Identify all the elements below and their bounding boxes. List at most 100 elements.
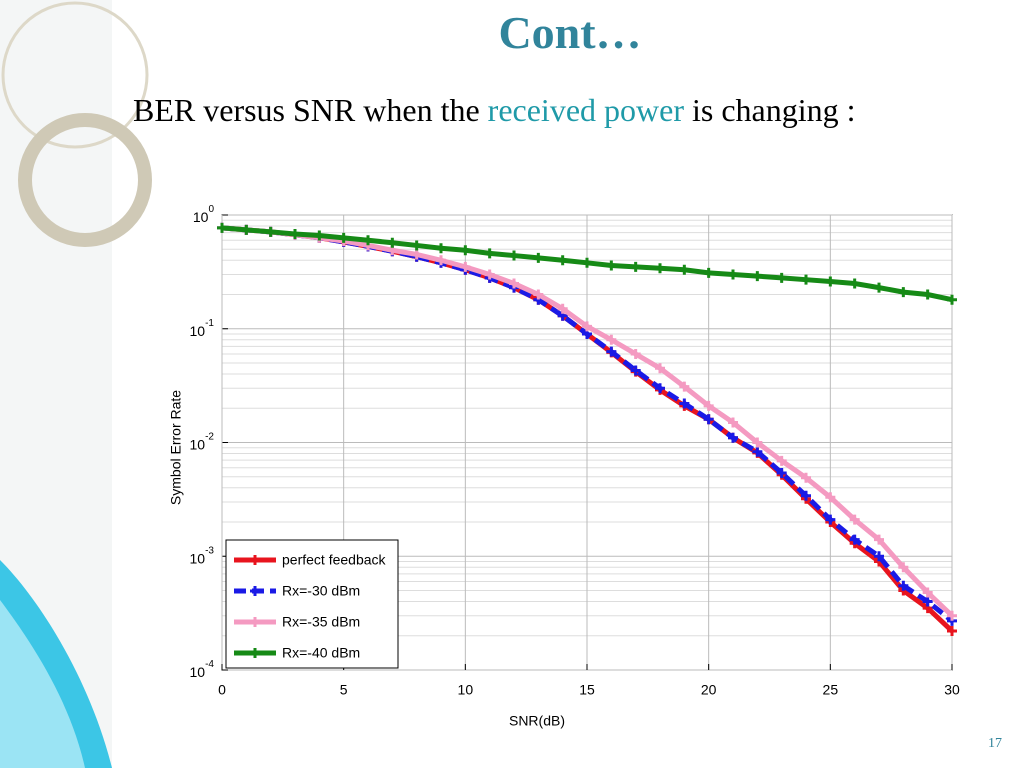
marker bbox=[411, 240, 422, 251]
marker bbox=[655, 363, 665, 374]
y-tick-base: 10 bbox=[190, 322, 206, 338]
marker bbox=[825, 514, 836, 525]
marker bbox=[217, 222, 227, 233]
legend-label: Rx=-30 dBm bbox=[282, 583, 360, 599]
y-tick-exp: -4 bbox=[205, 659, 214, 670]
marker bbox=[630, 261, 641, 272]
y-tick-exp: -1 bbox=[205, 317, 214, 328]
marker bbox=[752, 271, 763, 282]
marker bbox=[874, 282, 884, 293]
marker bbox=[849, 534, 860, 545]
y-tick-base: 10 bbox=[190, 436, 206, 452]
y-tick-base: 10 bbox=[190, 664, 206, 680]
y-tick-exp: -2 bbox=[205, 431, 214, 442]
x-axis-label: SNR(dB) bbox=[509, 713, 565, 729]
marker bbox=[776, 467, 787, 478]
marker bbox=[947, 626, 957, 637]
marker bbox=[898, 562, 909, 573]
marker bbox=[922, 596, 933, 607]
deco-wave bbox=[0, 600, 85, 768]
marker bbox=[728, 432, 738, 443]
marker bbox=[728, 269, 738, 280]
marker bbox=[411, 249, 422, 260]
marker bbox=[898, 580, 909, 591]
marker bbox=[630, 348, 641, 359]
slide-title: Cont… bbox=[498, 7, 642, 58]
marker bbox=[703, 400, 714, 411]
x-tick-label: 5 bbox=[340, 682, 348, 698]
legend-marker bbox=[250, 555, 260, 565]
marker bbox=[703, 414, 714, 425]
page-number: 17 bbox=[988, 736, 1002, 751]
marker bbox=[290, 229, 300, 240]
marker bbox=[484, 248, 495, 259]
marker bbox=[898, 287, 909, 298]
marker bbox=[801, 490, 811, 501]
marker bbox=[436, 255, 446, 266]
marker bbox=[776, 455, 787, 466]
legend-marker bbox=[250, 617, 260, 627]
marker bbox=[874, 551, 884, 562]
legend-label: Rx=-35 dBm bbox=[282, 614, 360, 630]
y-tick-label: 100 bbox=[193, 204, 215, 225]
y-tick-base: 10 bbox=[193, 209, 209, 225]
marker bbox=[533, 289, 544, 300]
x-tick-label: 0 bbox=[218, 682, 226, 698]
marker bbox=[679, 398, 690, 409]
marker bbox=[679, 264, 690, 275]
marker bbox=[606, 260, 617, 271]
highlight: received power bbox=[487, 92, 684, 128]
y-tick-base: 10 bbox=[190, 550, 206, 566]
marker bbox=[728, 417, 738, 428]
marker bbox=[241, 224, 252, 235]
y-tick-label: 10-2 bbox=[190, 431, 215, 452]
marker bbox=[655, 383, 665, 394]
marker bbox=[630, 365, 641, 376]
text: BER versus SNR when the bbox=[133, 92, 480, 128]
marker bbox=[509, 250, 519, 261]
marker bbox=[509, 278, 519, 289]
y-tick-exp: -3 bbox=[205, 545, 214, 556]
marker bbox=[582, 321, 592, 332]
marker bbox=[606, 334, 617, 345]
marker bbox=[533, 252, 544, 263]
marker bbox=[947, 294, 957, 305]
marker bbox=[314, 230, 325, 241]
legend-label: Rx=-40 dBm bbox=[282, 645, 360, 661]
y-axis-label: Symbol Error Rate bbox=[168, 390, 184, 505]
y-tick-label: 10-3 bbox=[190, 545, 215, 566]
marker bbox=[947, 610, 957, 621]
marker bbox=[922, 587, 933, 598]
y-tick-label: 10-4 bbox=[190, 659, 215, 680]
marker bbox=[606, 346, 617, 357]
x-tick-label: 10 bbox=[458, 682, 474, 698]
marker bbox=[582, 257, 592, 268]
legend-marker bbox=[250, 586, 260, 596]
marker bbox=[801, 472, 811, 483]
y-tick-label: 10-1 bbox=[190, 317, 215, 338]
marker bbox=[338, 232, 349, 243]
marker bbox=[849, 278, 860, 289]
marker bbox=[874, 534, 884, 545]
marker bbox=[703, 267, 714, 278]
legend-marker bbox=[250, 648, 260, 658]
marker bbox=[484, 269, 495, 280]
deco-ring bbox=[18, 113, 152, 247]
marker bbox=[460, 245, 471, 256]
y-tick-exp: 0 bbox=[208, 204, 214, 215]
marker bbox=[825, 276, 836, 287]
marker bbox=[557, 255, 568, 266]
deco-ring bbox=[1, 1, 149, 149]
body-text: BER versus SNR when the received power i… bbox=[133, 86, 893, 134]
marker bbox=[460, 261, 471, 272]
marker bbox=[363, 235, 373, 246]
marker bbox=[801, 274, 811, 285]
legend-label: perfect feedback bbox=[282, 552, 387, 568]
x-tick-label: 20 bbox=[701, 682, 717, 698]
marker bbox=[752, 437, 763, 448]
marker bbox=[679, 381, 690, 392]
marker bbox=[752, 446, 763, 457]
marker bbox=[655, 263, 665, 274]
